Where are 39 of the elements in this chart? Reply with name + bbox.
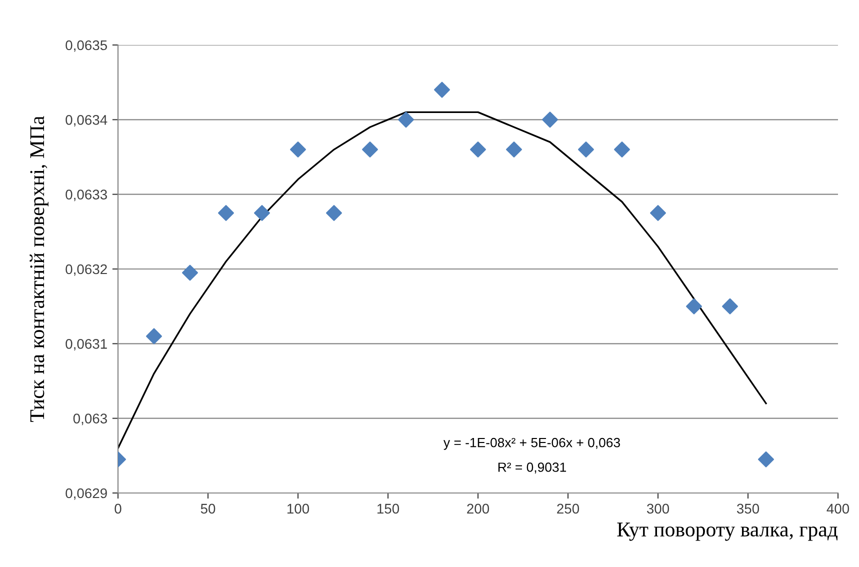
point bbox=[398, 112, 414, 128]
point bbox=[722, 298, 738, 314]
y-tick-label: 0,0635 bbox=[66, 40, 108, 52]
point bbox=[614, 142, 630, 158]
x-tick-label: 0 bbox=[114, 504, 122, 514]
point bbox=[506, 142, 522, 158]
point bbox=[650, 205, 666, 221]
x-tick-label: 400 bbox=[826, 504, 850, 514]
point bbox=[146, 328, 162, 344]
x-tick-label: 100 bbox=[287, 504, 310, 514]
point bbox=[434, 82, 450, 98]
y-axis-title: Тиск на контактній поверхні, МПа bbox=[30, 116, 48, 422]
point bbox=[578, 142, 594, 158]
x-tick-label: 50 bbox=[200, 504, 216, 514]
annotation: R² = 0,9031 bbox=[498, 462, 566, 474]
annotation: y = -1E-08x² + 5E-06x + 0,063 bbox=[443, 438, 620, 450]
point bbox=[290, 142, 306, 158]
point bbox=[326, 205, 342, 221]
y-tick-label: 0,0632 bbox=[66, 264, 107, 276]
point bbox=[182, 264, 198, 281]
x-tick-label: 250 bbox=[557, 504, 580, 514]
y-tick-label: 0,0631 bbox=[66, 339, 107, 350]
x-axis-title: Кут повороту валка, град bbox=[617, 522, 838, 541]
point bbox=[218, 205, 234, 221]
point bbox=[758, 451, 774, 468]
point bbox=[362, 142, 378, 158]
x-tick-label: 300 bbox=[646, 504, 670, 514]
y-tick-label: 0,0633 bbox=[66, 190, 107, 202]
y-tick-label: 0,0629 bbox=[66, 488, 107, 500]
x-tick-label: 200 bbox=[467, 504, 490, 514]
x-tick-label: 150 bbox=[377, 504, 400, 514]
line-series bbox=[118, 111, 767, 450]
y-tick-label: 0,0634 bbox=[66, 115, 108, 126]
x-tick-label: 350 bbox=[736, 504, 760, 514]
y-tick-label: 0,063 bbox=[73, 414, 107, 426]
point bbox=[470, 142, 486, 158]
point bbox=[254, 205, 270, 221]
point bbox=[686, 298, 702, 314]
point bbox=[542, 112, 558, 128]
